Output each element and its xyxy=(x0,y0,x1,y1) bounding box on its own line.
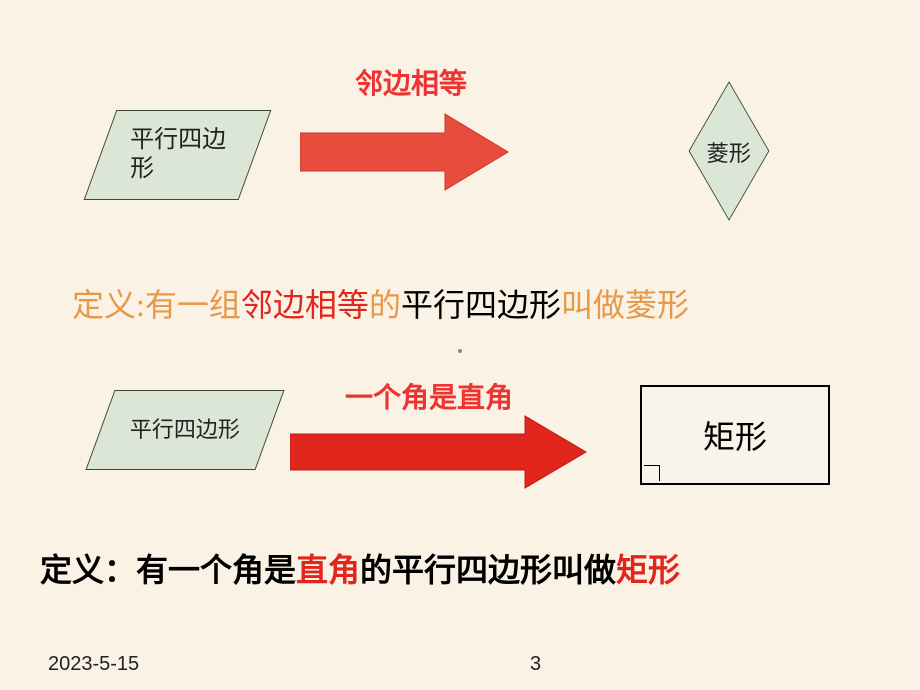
footer-date: 2023-5-15 xyxy=(48,653,139,676)
page-number: 3 xyxy=(530,653,541,676)
definition-2: 定义：有一个角是直角的平行四边形叫做矩形 xyxy=(40,545,680,591)
arrow-icon-1 xyxy=(300,112,510,192)
diagram-row-2: 平行四边形 一个角是直角 矩形 xyxy=(0,370,920,520)
parallelogram-shape-1: 平行四边形 xyxy=(84,110,272,200)
def1-part-6: 菱形 xyxy=(625,287,689,323)
definition-1: 定义:有一组邻边相等的平行四边形叫做菱形 xyxy=(72,280,689,326)
rhombus-shape: 菱形 xyxy=(689,81,770,221)
rectangle-label: 矩形 xyxy=(703,412,767,458)
arrow-label-1: 邻边相等 xyxy=(355,62,467,102)
def2-part-3: 矩形 xyxy=(616,552,680,588)
parallelogram-label-1: 平行四边形 xyxy=(130,126,226,184)
def1-part-1: 有一组 xyxy=(145,287,241,323)
arrow-icon-2 xyxy=(290,414,590,490)
parallelogram-label-2: 平行四边形 xyxy=(130,417,240,443)
def1-part-5: 叫做 xyxy=(561,287,625,323)
def2-part-2: 的平行四边形叫做 xyxy=(360,552,616,588)
arrow-label-2: 一个角是直角 xyxy=(345,376,513,416)
rhombus-label: 菱形 xyxy=(707,135,752,167)
def2-part-0: 定义：有一个角是 xyxy=(40,552,296,588)
def1-part-2: 邻边相等 xyxy=(241,287,369,323)
def2-part-1: 直角 xyxy=(296,552,360,588)
def1-part-0: 定义: xyxy=(72,287,145,323)
rectangle-shape: 矩形 xyxy=(640,385,830,485)
diagram-row-1: 平行四边形 邻边相等 菱形 xyxy=(0,80,920,220)
center-dot xyxy=(458,349,462,353)
right-angle-icon xyxy=(644,465,660,481)
parallelogram-shape-2: 平行四边形 xyxy=(85,390,284,470)
def1-part-3: 的 xyxy=(369,287,401,323)
def1-part-4: 平行四边形 xyxy=(401,287,561,323)
